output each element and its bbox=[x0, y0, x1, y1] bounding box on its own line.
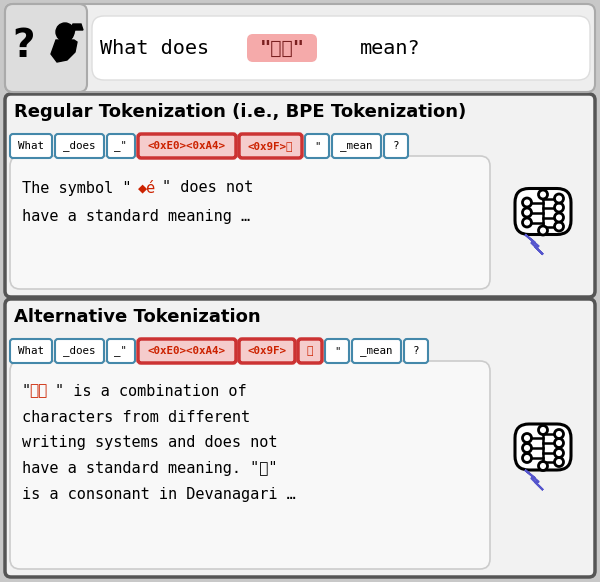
Text: ": " bbox=[314, 141, 320, 151]
Circle shape bbox=[554, 457, 563, 467]
FancyBboxPatch shape bbox=[107, 339, 135, 363]
Circle shape bbox=[523, 443, 532, 452]
Text: <0xE0><0xA4>: <0xE0><0xA4> bbox=[148, 346, 226, 356]
Text: Regular Tokenization (i.e., BPE Tokenization): Regular Tokenization (i.e., BPE Tokeniza… bbox=[14, 103, 466, 121]
Polygon shape bbox=[525, 235, 543, 254]
Text: writing systems and does not: writing systems and does not bbox=[22, 435, 277, 450]
Circle shape bbox=[523, 208, 532, 217]
Polygon shape bbox=[63, 24, 83, 44]
Text: ": " bbox=[22, 384, 31, 399]
Circle shape bbox=[523, 218, 532, 227]
FancyBboxPatch shape bbox=[515, 189, 571, 235]
FancyBboxPatch shape bbox=[55, 339, 104, 363]
Circle shape bbox=[523, 434, 532, 442]
FancyBboxPatch shape bbox=[332, 134, 381, 158]
Text: _does: _does bbox=[63, 346, 96, 356]
Text: "て能": "て能" bbox=[260, 38, 305, 58]
Text: have a standard meaning …: have a standard meaning … bbox=[22, 208, 250, 223]
FancyBboxPatch shape bbox=[107, 134, 135, 158]
FancyBboxPatch shape bbox=[5, 299, 595, 577]
Text: <0x9F>: <0x9F> bbox=[248, 346, 287, 356]
Text: _mean: _mean bbox=[360, 346, 393, 356]
Text: is a consonant in Devanagari …: is a consonant in Devanagari … bbox=[22, 488, 296, 502]
FancyBboxPatch shape bbox=[5, 94, 595, 297]
FancyBboxPatch shape bbox=[247, 34, 317, 62]
Circle shape bbox=[523, 453, 532, 463]
Text: What does: What does bbox=[100, 38, 209, 58]
FancyBboxPatch shape bbox=[10, 134, 52, 158]
Text: ?: ? bbox=[12, 27, 35, 65]
FancyBboxPatch shape bbox=[138, 339, 236, 363]
Circle shape bbox=[554, 213, 563, 222]
FancyBboxPatch shape bbox=[10, 339, 52, 363]
Text: ?: ? bbox=[413, 346, 419, 356]
Text: て能: て能 bbox=[29, 384, 47, 399]
FancyBboxPatch shape bbox=[138, 134, 236, 158]
Polygon shape bbox=[525, 470, 543, 490]
Text: <0x9F>能: <0x9F>能 bbox=[248, 141, 293, 151]
Text: _": _" bbox=[115, 346, 128, 356]
FancyBboxPatch shape bbox=[55, 134, 104, 158]
FancyBboxPatch shape bbox=[5, 4, 595, 92]
FancyBboxPatch shape bbox=[239, 339, 295, 363]
Text: <0xE0><0xA4>: <0xE0><0xA4> bbox=[148, 141, 226, 151]
Circle shape bbox=[523, 198, 532, 207]
FancyBboxPatch shape bbox=[239, 134, 302, 158]
FancyBboxPatch shape bbox=[384, 134, 408, 158]
Text: " is a combination of: " is a combination of bbox=[55, 384, 247, 399]
Text: _mean: _mean bbox=[340, 141, 373, 151]
Text: " does not: " does not bbox=[162, 180, 253, 196]
Text: have a standard meaning. "て": have a standard meaning. "て" bbox=[22, 462, 277, 477]
Text: _does: _does bbox=[63, 140, 96, 151]
FancyBboxPatch shape bbox=[515, 424, 571, 470]
Text: characters from different: characters from different bbox=[22, 410, 250, 424]
Text: _": _" bbox=[115, 140, 128, 151]
FancyBboxPatch shape bbox=[352, 339, 401, 363]
Circle shape bbox=[554, 194, 563, 203]
Circle shape bbox=[554, 203, 563, 212]
FancyBboxPatch shape bbox=[298, 339, 322, 363]
Circle shape bbox=[539, 425, 548, 435]
Text: The symbol ": The symbol " bbox=[22, 180, 131, 196]
FancyBboxPatch shape bbox=[305, 134, 329, 158]
FancyBboxPatch shape bbox=[404, 339, 428, 363]
Text: What: What bbox=[18, 346, 44, 356]
Text: What: What bbox=[18, 141, 44, 151]
FancyBboxPatch shape bbox=[10, 361, 490, 569]
Circle shape bbox=[56, 23, 74, 41]
Circle shape bbox=[539, 226, 548, 235]
Text: ?: ? bbox=[393, 141, 399, 151]
Text: Alternative Tokenization: Alternative Tokenization bbox=[14, 308, 260, 326]
Circle shape bbox=[554, 430, 563, 438]
Circle shape bbox=[539, 462, 548, 470]
FancyBboxPatch shape bbox=[5, 4, 87, 92]
Text: ◆é: ◆é bbox=[138, 180, 156, 196]
Circle shape bbox=[554, 449, 563, 457]
FancyBboxPatch shape bbox=[10, 156, 490, 289]
Circle shape bbox=[539, 190, 548, 199]
Text: 能: 能 bbox=[307, 346, 313, 356]
Circle shape bbox=[554, 438, 563, 448]
Text: mean?: mean? bbox=[359, 38, 421, 58]
FancyBboxPatch shape bbox=[325, 339, 349, 363]
Circle shape bbox=[554, 222, 563, 231]
Text: ": " bbox=[334, 346, 340, 356]
FancyBboxPatch shape bbox=[92, 16, 590, 80]
Polygon shape bbox=[51, 40, 77, 62]
